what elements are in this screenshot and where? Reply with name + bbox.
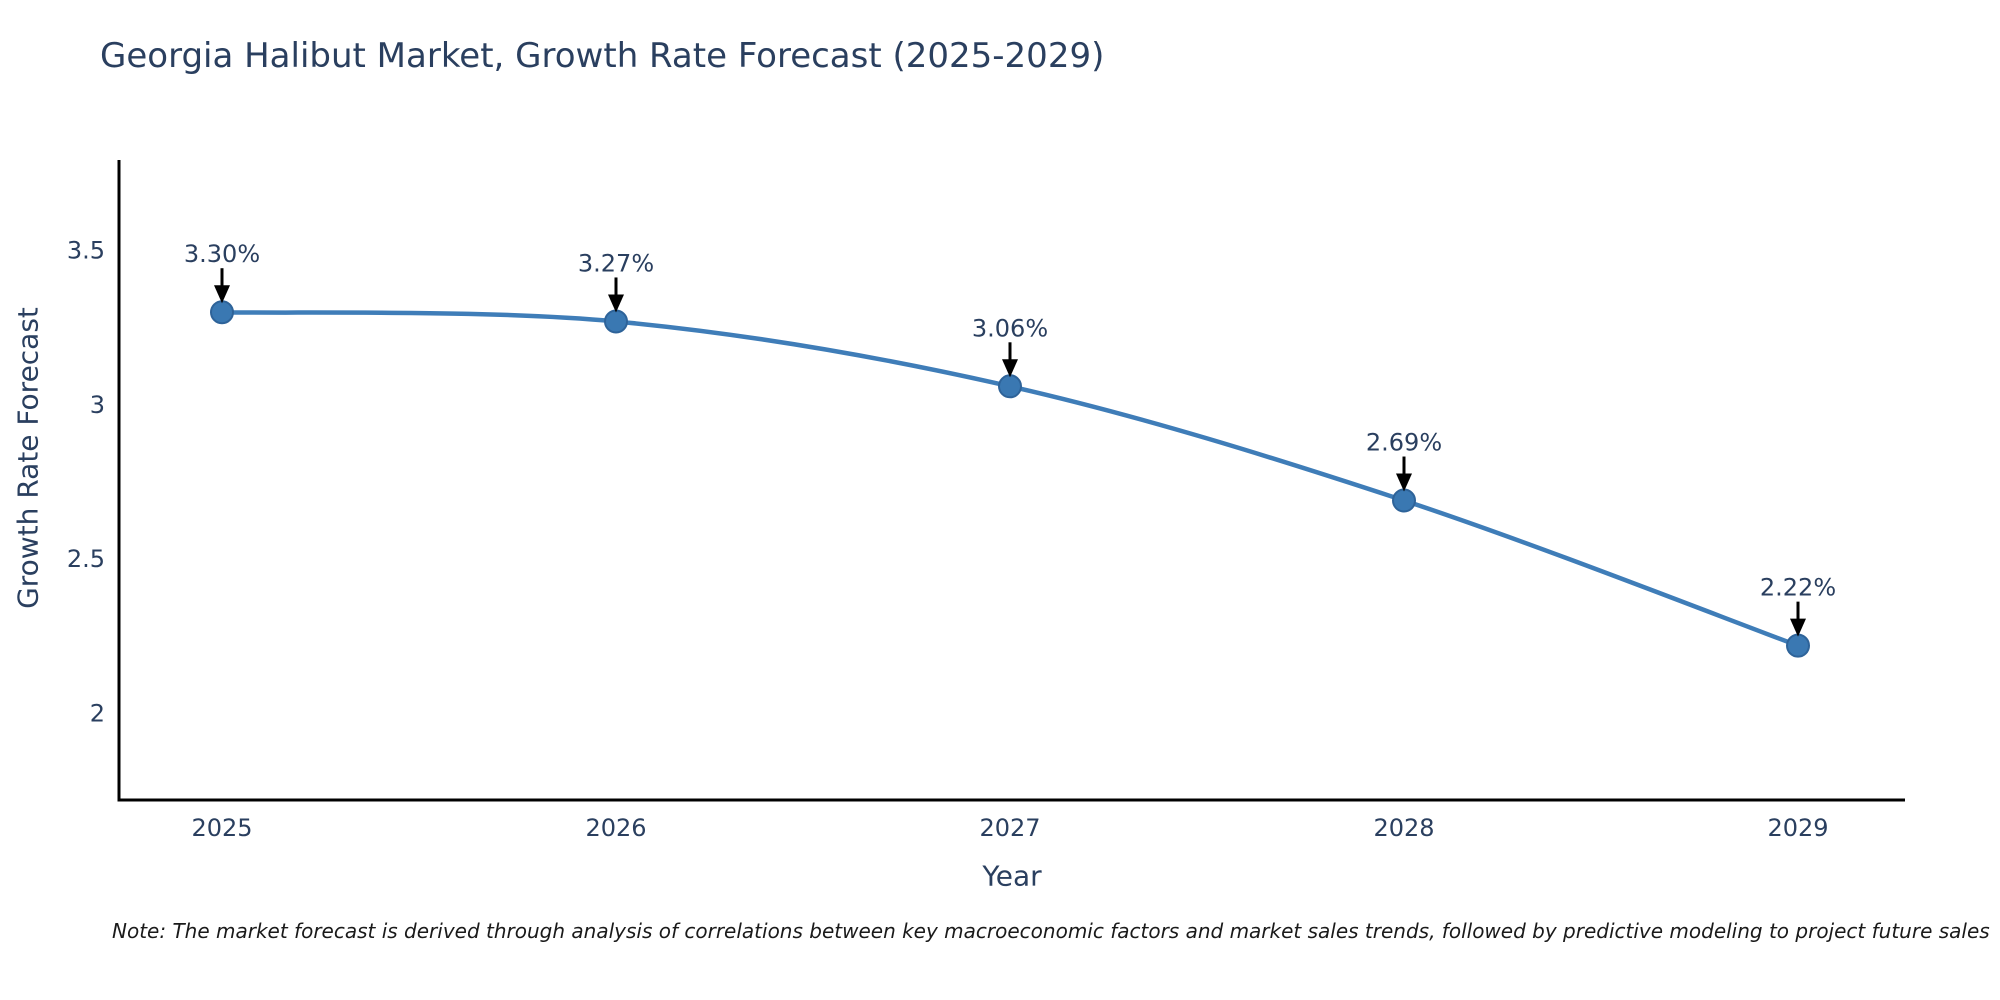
x-tick-label: 2027 [979, 814, 1040, 842]
y-tick-label: 2.5 [67, 545, 105, 573]
y-tick-label: 3 [90, 391, 105, 419]
data-point-marker [604, 309, 628, 334]
x-tick-label: 2025 [191, 814, 252, 842]
data-point-marker [210, 300, 234, 325]
data-point-marker [1392, 488, 1416, 513]
y-axis-title: Growth Rate Forecast [11, 307, 45, 609]
data-point-marker [998, 374, 1022, 399]
y-tick-label: 3.5 [67, 236, 105, 264]
x-tick-label: 2029 [1767, 814, 1828, 842]
annotation-arrowhead [1002, 359, 1018, 378]
data-point-marker [1786, 633, 1810, 658]
annotation-arrowhead [1790, 618, 1806, 637]
annotation-arrowhead [1396, 473, 1412, 492]
y-tick-label: 2 [90, 700, 105, 728]
annotation-arrowhead [214, 285, 230, 304]
x-tick-label: 2026 [585, 814, 646, 842]
x-axis-title: Year [982, 859, 1042, 893]
annotation-arrowhead [608, 294, 624, 313]
footnote: Note: The market forecast is derived thr… [112, 919, 1990, 943]
data-point-label: 3.06% [972, 314, 1048, 342]
x-tick-label: 2028 [1373, 814, 1434, 842]
data-point-label: 3.27% [578, 249, 654, 277]
data-point-label: 2.69% [1366, 429, 1442, 457]
data-point-label: 2.22% [1760, 574, 1836, 602]
data-point-label: 3.30% [184, 240, 260, 268]
chart-title: Georgia Halibut Market, Growth Rate Fore… [100, 36, 1105, 76]
